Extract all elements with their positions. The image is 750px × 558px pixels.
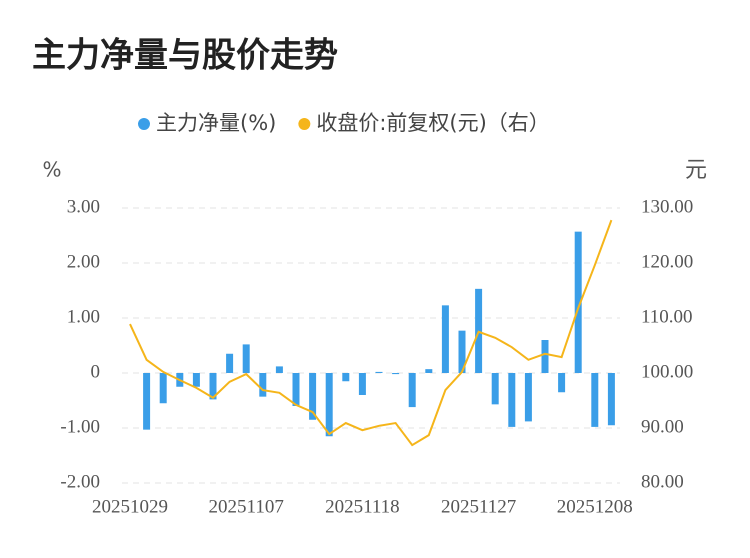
y2-tick-label: 110.00 (641, 306, 693, 327)
y-tick-label: 2.00 (67, 251, 100, 272)
y2-tick-label: 80.00 (641, 471, 684, 492)
bar (574, 231, 582, 373)
bar (392, 373, 400, 375)
bar (242, 344, 250, 373)
bar (524, 373, 532, 422)
legend-label: 主力净量(%) (156, 111, 276, 135)
bar (408, 373, 416, 408)
bar (259, 373, 267, 397)
bar (358, 373, 366, 395)
y-tick-label: -2.00 (60, 471, 100, 492)
legend-marker (298, 118, 311, 130)
legend-marker (138, 118, 150, 130)
x-tick-label: 20251208 (557, 496, 633, 517)
bar (226, 353, 234, 373)
line (129, 219, 613, 447)
bar (508, 373, 516, 427)
y2-tick-label: 130.00 (641, 196, 693, 217)
legend-label: 收盘价:前复权(元)（右） (316, 111, 549, 135)
bar (143, 373, 151, 430)
bar (309, 373, 317, 420)
bar (458, 330, 466, 373)
bar (192, 373, 200, 387)
bar (558, 373, 566, 393)
bar (541, 340, 549, 373)
y-tick-label: -1.00 (60, 416, 100, 437)
x-tick-label: 20251107 (209, 496, 284, 517)
y2-tick-label: 90.00 (641, 416, 684, 437)
y-tick-label: 3.00 (67, 196, 100, 217)
chart-title: 主力净量与股价走势 (32, 36, 338, 76)
x-tick-label: 20251029 (92, 496, 168, 517)
bar (491, 373, 499, 405)
bar (591, 373, 599, 427)
bar (209, 373, 217, 400)
bar (607, 373, 615, 426)
y2-tick-label: 120.00 (641, 251, 693, 272)
y2-tick-label: 100.00 (641, 361, 693, 382)
bar (292, 373, 300, 406)
y2-axis-label: 元 (685, 158, 707, 183)
x-tick-label: 20251118 (325, 496, 400, 517)
bar (375, 371, 383, 373)
x-tick-label: 20251127 (441, 496, 516, 517)
bar (325, 373, 333, 437)
y-tick-label: 1.00 (67, 306, 100, 327)
bar (342, 373, 350, 382)
bar (159, 373, 167, 404)
y-tick-label: 0 (91, 361, 101, 382)
y-axis-label: % (42, 158, 61, 182)
bar (441, 305, 449, 373)
bar (425, 369, 433, 373)
bar (275, 366, 283, 373)
